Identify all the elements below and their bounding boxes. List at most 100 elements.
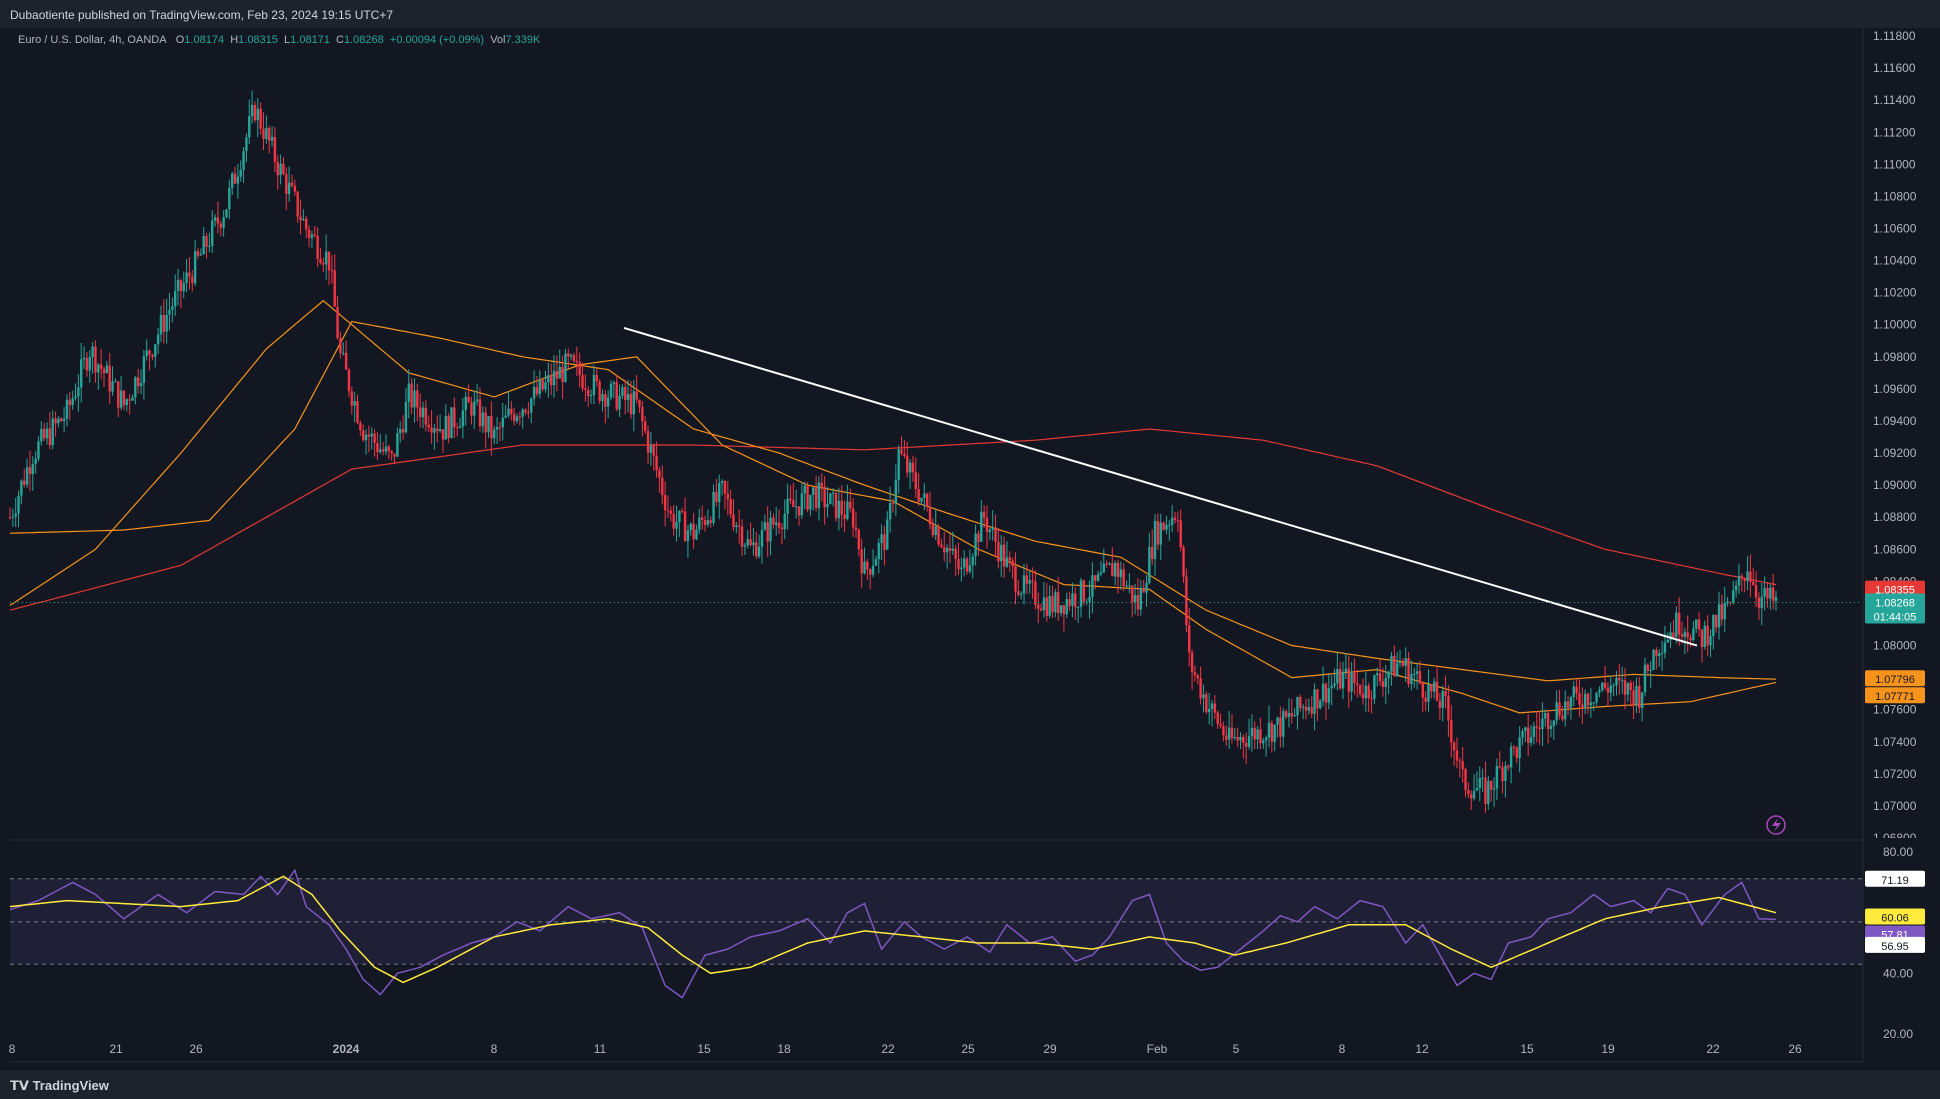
- candle: [700, 505, 704, 530]
- candle: [880, 524, 883, 561]
- candle: [604, 390, 607, 424]
- price-tags: 1.083551.0826801:44:051.077961.0777171.1…: [1865, 580, 1925, 953]
- candle: [1039, 603, 1043, 612]
- candle: [530, 397, 533, 424]
- candle: [906, 441, 909, 478]
- candle: [735, 522, 738, 533]
- candle: [1133, 583, 1137, 615]
- rsi-tick: 20.00: [1883, 1027, 1913, 1041]
- candle: [1464, 767, 1467, 798]
- candle: [945, 544, 949, 569]
- candle: [994, 514, 997, 556]
- candle: [287, 166, 291, 202]
- candle: [364, 429, 368, 455]
- price-tick: 1.09800: [1873, 350, 1917, 364]
- candle: [980, 500, 983, 542]
- candle: [1356, 669, 1359, 698]
- candle: [430, 410, 433, 444]
- candle: [307, 225, 311, 248]
- candle: [299, 199, 302, 235]
- candle: [666, 495, 670, 519]
- tv-logo-icon: 𝗧𝗩: [10, 1078, 29, 1093]
- candle: [1116, 559, 1120, 594]
- lightning-icon[interactable]: [1766, 815, 1786, 835]
- candle: [988, 527, 992, 541]
- tradingview-logo[interactable]: 𝗧𝗩 TradingView: [10, 1078, 109, 1094]
- candle: [1626, 682, 1630, 702]
- candle: [672, 505, 675, 536]
- candle: [592, 365, 596, 405]
- candle: [1444, 675, 1447, 709]
- candle: [1376, 667, 1379, 687]
- candle: [99, 349, 103, 380]
- candle: [1663, 625, 1667, 659]
- candle: [1518, 726, 1521, 773]
- trendline[interactable]: [623, 326, 1698, 647]
- candle: [823, 476, 826, 525]
- candle: [1304, 698, 1308, 720]
- candle: [1062, 604, 1066, 632]
- candle: [125, 398, 128, 412]
- candle: [319, 248, 322, 265]
- candle: [1202, 684, 1205, 713]
- candle: [356, 394, 359, 425]
- candle: [886, 511, 889, 551]
- price-tick: 1.10800: [1873, 189, 1917, 203]
- candle: [1350, 662, 1353, 701]
- candle: [1532, 721, 1536, 745]
- candle: [1435, 665, 1439, 702]
- candle: [293, 179, 297, 196]
- rsi-lower-tag: 56.95: [1865, 936, 1925, 953]
- candle: [612, 380, 616, 399]
- pane-separator[interactable]: [0, 838, 1940, 846]
- candle: [1054, 588, 1057, 618]
- candle: [1205, 691, 1208, 715]
- candle: [171, 297, 174, 323]
- candle: [350, 386, 354, 415]
- open-value: 1.08174: [184, 34, 225, 46]
- time-tick: 15: [697, 1042, 711, 1056]
- candle: [208, 232, 211, 253]
- candle: [943, 532, 946, 562]
- candle: [379, 434, 382, 454]
- candle: [265, 115, 268, 144]
- candle: [11, 508, 15, 527]
- candle: [609, 379, 613, 401]
- candle: [145, 339, 148, 361]
- candle: [1655, 647, 1658, 670]
- rsi-ma-line: [9, 875, 1777, 984]
- symbol-name[interactable]: Euro / U.S. Dollar, 4h, OANDA: [18, 34, 167, 46]
- candle: [396, 427, 399, 458]
- candle: [1660, 640, 1664, 671]
- candle: [501, 403, 504, 441]
- candle: [336, 295, 339, 340]
- candle: [182, 271, 185, 299]
- candle: [866, 558, 869, 580]
- candle: [128, 394, 131, 415]
- candle: [324, 234, 328, 280]
- candle: [1413, 667, 1416, 688]
- candle: [1427, 669, 1430, 712]
- candle: [575, 346, 579, 377]
- candle: [1692, 621, 1695, 642]
- time-tick: 2024: [333, 1042, 360, 1056]
- candle: [427, 415, 430, 432]
- candle: [1712, 614, 1715, 650]
- candle: [1421, 681, 1424, 713]
- candle: [1239, 732, 1242, 750]
- candle: [373, 429, 376, 457]
- candle: [48, 412, 52, 450]
- price-tick: 1.09600: [1873, 382, 1917, 396]
- candle: [1247, 718, 1251, 750]
- candle: [387, 444, 391, 460]
- candle: [1279, 706, 1282, 748]
- candle: [424, 399, 428, 432]
- candle: [629, 380, 633, 420]
- candle: [1441, 685, 1444, 722]
- price-tick: 1.08600: [1873, 542, 1917, 556]
- time-tick: 21: [109, 1042, 123, 1056]
- candle: [1088, 580, 1091, 619]
- candle: [490, 401, 493, 456]
- candle: [1145, 575, 1148, 607]
